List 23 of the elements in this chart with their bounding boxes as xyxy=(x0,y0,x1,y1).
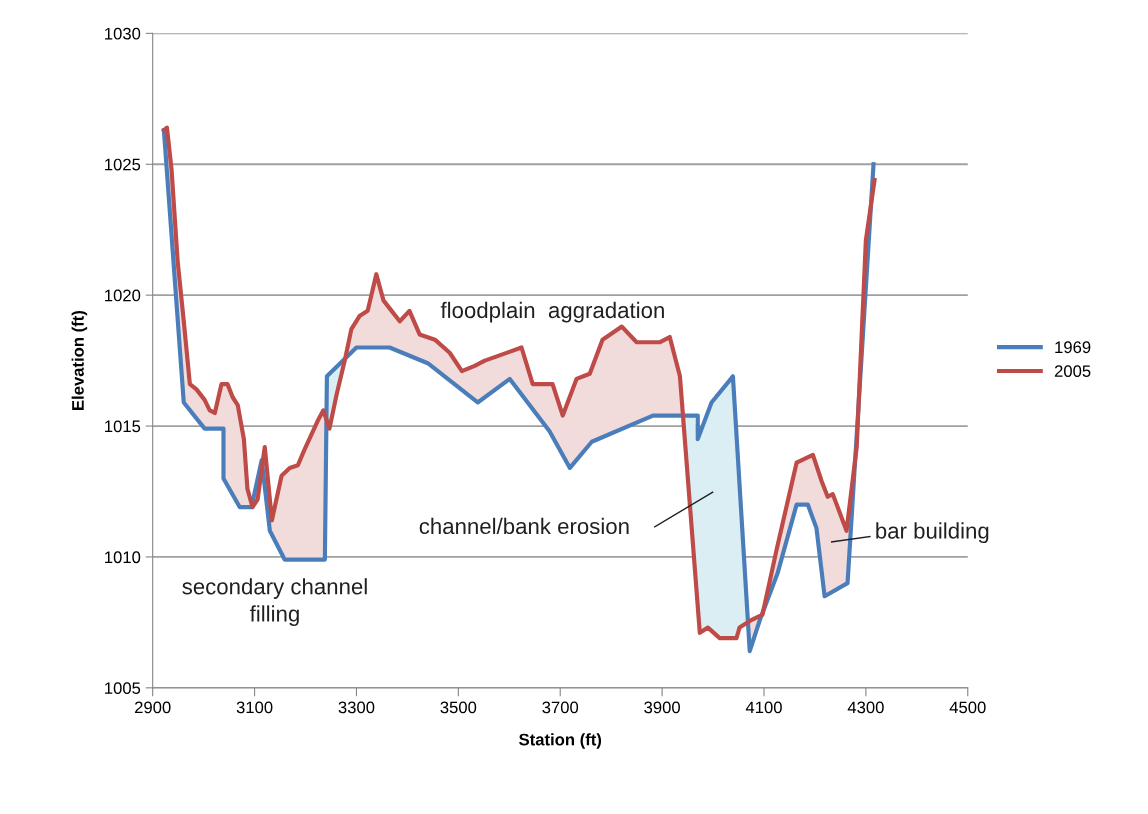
annotation: bar building xyxy=(876,522,989,544)
x-tick-label: 3100 xyxy=(236,701,273,714)
y-tick-label: 1025 xyxy=(105,158,141,171)
legend-label: 2005 xyxy=(1054,365,1091,378)
x-tick-label: 4500 xyxy=(949,701,986,714)
annotation: floodplain aggradation xyxy=(440,301,664,323)
annotation: channel/bank erosion xyxy=(419,517,629,535)
x-tick-label: 4300 xyxy=(847,701,884,714)
x-axis-title: Station (ft) xyxy=(519,733,602,749)
y-tick-label: 1030 xyxy=(105,27,141,40)
y-tick-label: 1010 xyxy=(105,551,141,564)
x-tick-label: 4100 xyxy=(745,701,782,714)
y-tick-label: 1020 xyxy=(105,289,141,302)
x-tick-label: 3500 xyxy=(440,701,477,714)
x-tick-label: 2900 xyxy=(134,701,171,714)
annotation: secondary channel filling xyxy=(182,578,367,627)
legend-label: 1969 xyxy=(1055,341,1091,354)
y-axis-title: Elevation (ft) xyxy=(71,310,88,410)
x-tick-label: 3700 xyxy=(542,701,579,714)
y-tick-label: 1005 xyxy=(105,682,141,695)
x-tick-label: 3900 xyxy=(644,701,680,714)
y-tick-label: 1015 xyxy=(105,420,141,433)
x-tick-label: 3300 xyxy=(338,701,375,714)
